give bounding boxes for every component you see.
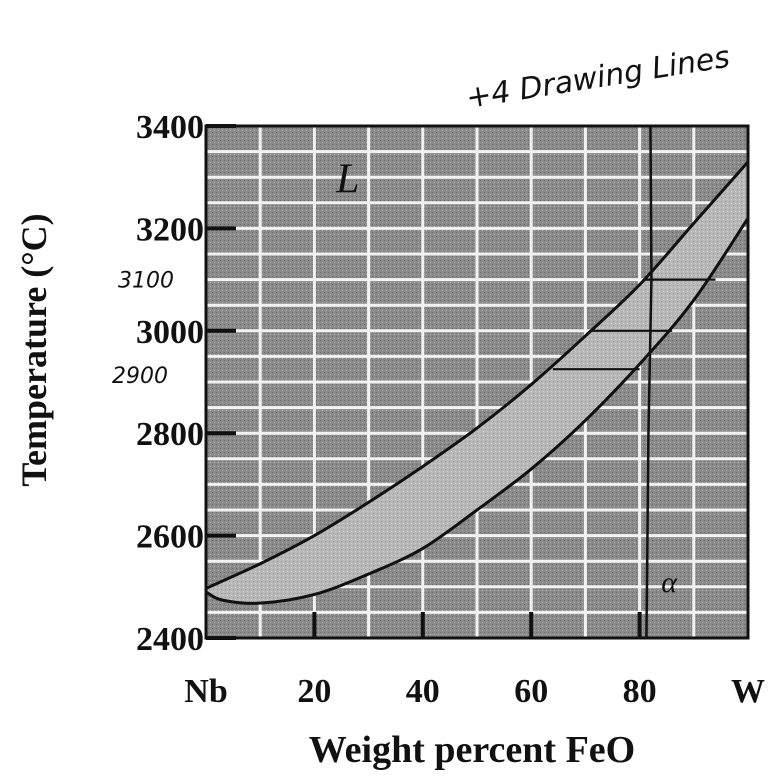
x-tick-label: W [731,673,765,710]
y-tick-label: 3200 [136,211,204,248]
solidus-line [205,217,750,605]
y-tick-label: 3000 [136,314,204,351]
x-tick-label: 60 [514,673,548,710]
y-axis-ticks: 3400 3200 3000 2800 2600 2400 [136,109,236,658]
y-tick-label: 2400 [136,621,204,658]
plot-frame [204,124,750,640]
phase-label-liquid: L [335,157,359,203]
composition-line [645,125,653,639]
phase-label-alpha: α [661,566,678,599]
y-tick-label: 2800 [136,416,204,453]
x-tick-label: 40 [406,673,440,710]
handwritten-note: +4 Drawing Lines [464,40,732,116]
tie-lines [552,278,716,371]
y-axis-title: Temperature (°C) [14,213,54,486]
x-axis-title: Weight percent FeO [309,729,635,771]
y-tick-label: 3400 [136,109,204,146]
x-tick-label: Nb [184,673,227,710]
x-tick-label: 20 [297,673,331,710]
y-tick-label: 2600 [136,519,204,556]
handwritten-label-3100: 3100 [118,269,174,294]
handwritten-label-2900: 2900 [112,364,168,389]
x-axis-ticks: Nb 20 40 60 80 W [184,612,765,710]
x-tick-label: 80 [623,673,657,710]
liquidus-line [205,160,750,590]
